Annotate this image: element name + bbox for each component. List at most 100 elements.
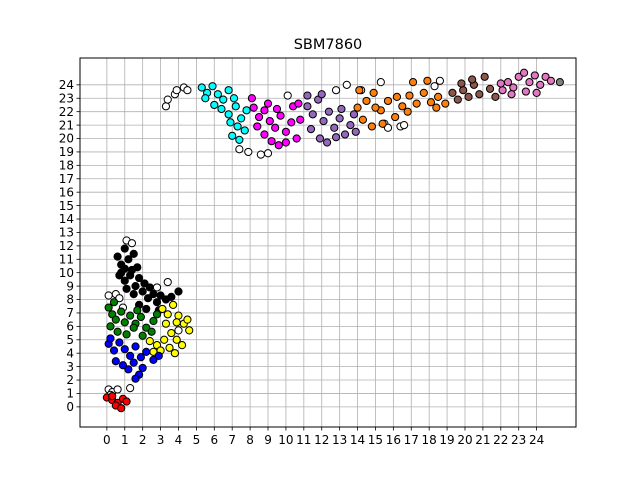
scatter-point — [468, 75, 477, 84]
scatter-point — [136, 312, 145, 322]
scatter-point — [163, 310, 172, 319]
scatter-point — [134, 273, 144, 283]
scatter-point — [283, 91, 292, 100]
y-tick-label: 15 — [59, 199, 74, 213]
x-tick-label: 2 — [139, 433, 147, 447]
scatter-point — [149, 316, 158, 326]
x-tick-label: 4 — [175, 433, 183, 447]
scatter-point — [378, 119, 387, 128]
scatter-point — [143, 294, 153, 303]
scatter-point — [165, 343, 174, 352]
scatter-point — [521, 87, 530, 96]
scatter-point — [185, 326, 194, 335]
x-tick-label: 20 — [457, 433, 472, 447]
scatter-point — [244, 147, 253, 157]
scatter-point — [174, 311, 183, 320]
scatter-point — [240, 126, 249, 135]
scatter-point — [272, 104, 282, 114]
scatter-point — [174, 287, 183, 296]
scatter-point — [126, 311, 135, 320]
x-tick-label: 14 — [350, 433, 365, 447]
scatter-point — [541, 72, 550, 81]
scatter-point — [319, 116, 328, 126]
scatter-point — [235, 145, 244, 154]
scatter-point — [235, 135, 244, 144]
scatter-point — [287, 118, 296, 127]
y-tick-label: 24 — [59, 78, 74, 92]
scatter-point — [138, 287, 147, 296]
scatter-point — [129, 358, 138, 367]
x-tick-label: 22 — [493, 433, 508, 447]
scatter-point — [331, 86, 341, 95]
scatter-point — [104, 291, 113, 300]
y-tick-label: 13 — [59, 226, 74, 240]
scatter-point — [120, 276, 129, 285]
scatter-point — [224, 110, 233, 119]
y-tick-label: 8 — [66, 293, 74, 307]
scatter-point — [106, 322, 115, 331]
y-tick-label: 9 — [66, 279, 74, 293]
scatter-point — [426, 98, 436, 107]
scatter-point — [435, 76, 445, 85]
scatter-point — [163, 95, 172, 104]
scatter-point — [109, 346, 119, 355]
x-tick-label: 9 — [264, 433, 272, 447]
scatter-point — [408, 78, 418, 87]
scatter-point — [496, 79, 505, 88]
scatter-point — [161, 102, 171, 111]
scatter-point — [131, 282, 140, 291]
x-tick-label: 15 — [368, 433, 383, 447]
scatter-point — [108, 392, 117, 401]
scatter-point — [308, 110, 317, 119]
scatter-point — [351, 127, 360, 136]
x-tick-label: 21 — [475, 433, 490, 447]
x-tick-label: 24 — [529, 433, 544, 447]
scatter-point — [129, 249, 138, 259]
scatter-point — [113, 385, 122, 394]
scatter-point — [145, 283, 154, 292]
axis-ticks: 0 1 2 3 4 5 6 7 8 9 10 11 12 13 14 15 16 17 18 19 20 21 22 23 24… — [59, 78, 545, 447]
scatter-point — [213, 90, 222, 99]
scatter-point — [331, 133, 341, 142]
scatter-point — [113, 327, 122, 336]
scatter-point — [306, 125, 316, 134]
scatter-point — [448, 88, 457, 97]
y-tick-label: 4 — [66, 346, 74, 360]
scatter-point — [152, 310, 162, 319]
scatter-point — [525, 78, 534, 87]
scatter-point — [267, 137, 276, 146]
scatter-point — [154, 351, 163, 360]
scatter-point — [546, 76, 556, 85]
scatter-point — [145, 337, 154, 346]
scatter-point — [349, 110, 359, 119]
scatter-point — [271, 123, 280, 132]
scatter-point — [117, 268, 126, 277]
scatter-point — [459, 86, 468, 95]
x-tick-label: 13 — [332, 433, 347, 447]
scatter-point — [555, 78, 564, 87]
scatter-point — [126, 271, 135, 280]
scatter-point — [142, 304, 151, 314]
y-tick-label: 16 — [59, 185, 74, 199]
scatter-point — [249, 103, 258, 112]
y-tick-label: 7 — [66, 306, 74, 320]
scatter-point — [281, 127, 291, 136]
scatter-point — [122, 397, 131, 406]
scatter-point — [256, 150, 265, 159]
scatter-point — [124, 365, 133, 374]
scatter-point — [117, 307, 126, 316]
scatter-point — [383, 96, 393, 106]
x-tick-label: 6 — [210, 433, 218, 447]
x-tick-label: 11 — [296, 433, 311, 447]
y-tick-label: 0 — [66, 400, 74, 414]
scatter-point — [142, 347, 151, 356]
scatter-point — [342, 80, 351, 89]
scatter-point — [172, 335, 181, 344]
scatter-point — [149, 290, 158, 299]
scatter-point — [170, 349, 179, 358]
scatter-point — [127, 239, 137, 248]
x-tick-label: 23 — [511, 433, 526, 447]
scatter-point — [136, 353, 145, 362]
scatter-point — [260, 106, 269, 115]
scatter-point — [131, 374, 140, 383]
